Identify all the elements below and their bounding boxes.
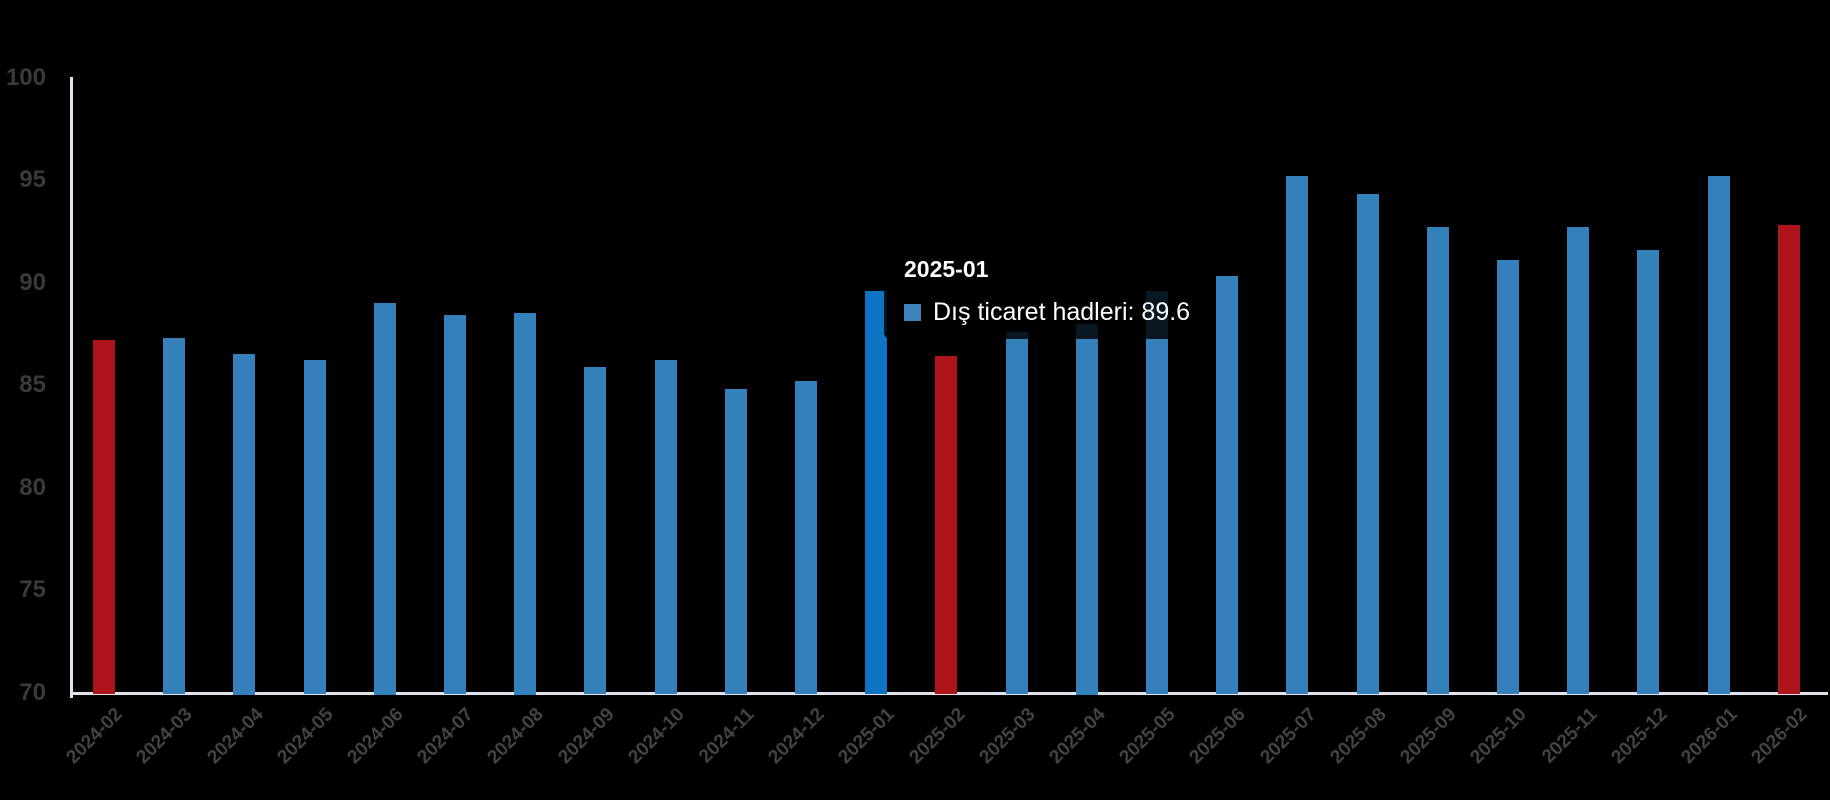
x-tick-label-2025-06: 2025-06 (1185, 704, 1251, 769)
tooltip-value-text: Dış ticaret hadleri: 89.6 (933, 298, 1191, 326)
x-tick-label-2025-05: 2025-05 (1115, 704, 1180, 769)
bar-2025-03[interactable] (1005, 331, 1028, 695)
x-tick-label-2025-08: 2025-08 (1326, 704, 1391, 769)
bar-2025-11[interactable] (1567, 227, 1590, 695)
x-tick-label-2024-04: 2024-04 (203, 704, 268, 769)
x-tick-label-2025-07: 2025-07 (1256, 704, 1321, 769)
x-tick-label-2024-11: 2024-11 (695, 704, 759, 768)
x-tick-label-2026-01: 2026-01 (1677, 704, 1742, 769)
bar-2025-12[interactable] (1637, 249, 1660, 695)
bar-2024-06[interactable] (373, 303, 396, 695)
x-tick-label-2025-02: 2025-02 (905, 704, 970, 769)
x-tick-label-2025-03: 2025-03 (975, 704, 1040, 769)
bar-2024-07[interactable] (444, 315, 466, 695)
bar-2024-02[interactable] (93, 339, 115, 695)
bar-2024-12[interactable] (795, 380, 817, 695)
tooltip-row: Dış ticaret hadleri: 89.6 (904, 299, 1190, 326)
bar-2026-02[interactable] (1777, 225, 1800, 695)
x-tick-label-2024-10: 2024-10 (624, 704, 689, 769)
x-tick-label-2024-06: 2024-06 (343, 704, 408, 769)
y-tick-label-95: 95 (19, 166, 46, 193)
x-tick-label-2024-07: 2024-07 (413, 704, 478, 769)
x-tick-label-2024-12: 2024-12 (764, 704, 829, 769)
tooltip: 2025-01 Dış ticaret hadleri: 89.6 (884, 246, 1200, 339)
x-tick-label-2025-09: 2025-09 (1396, 704, 1461, 769)
bar-2026-01[interactable] (1707, 175, 1730, 695)
x-tick-label-2024-09: 2024-09 (554, 704, 619, 769)
tooltip-title: 2025-01 (904, 256, 989, 282)
y-tick-label-75: 75 (19, 576, 46, 603)
bar-2025-04[interactable] (1075, 323, 1098, 695)
bar-2025-07[interactable] (1286, 175, 1309, 695)
x-tick-label-2025-11: 2025-11 (1537, 704, 1602, 768)
x-tick-label-2024-08: 2024-08 (483, 704, 549, 769)
y-tick-label-70: 70 (19, 678, 46, 706)
bar-2025-08[interactable] (1356, 194, 1379, 695)
bar-2024-05[interactable] (303, 360, 326, 695)
y-axis-line (70, 77, 73, 698)
bar-2025-09[interactable] (1426, 227, 1449, 695)
bar-2025-10[interactable] (1497, 259, 1519, 695)
x-tick-label-2025-04: 2025-04 (1045, 704, 1110, 769)
x-tick-label-2026-02: 2026-02 (1747, 704, 1812, 769)
bar-2024-11[interactable] (724, 389, 747, 695)
bar-2025-01[interactable] (865, 290, 888, 695)
bar-2024-09[interactable] (584, 366, 607, 695)
x-tick-label-2024-02: 2024-02 (62, 704, 127, 769)
x-tick-label-2024-05: 2024-05 (273, 704, 338, 769)
bar-2024-04[interactable] (233, 354, 256, 695)
bar-2024-03[interactable] (163, 337, 186, 695)
x-tick-label-2025-10: 2025-10 (1466, 704, 1531, 769)
y-tick-label-80: 80 (19, 473, 46, 501)
y-tick-label-90: 90 (19, 268, 46, 296)
bar-2025-05[interactable] (1146, 290, 1168, 695)
bar-2025-06[interactable] (1216, 276, 1239, 695)
bar-2024-08[interactable] (514, 313, 537, 695)
y-tick-label-100: 100 (5, 63, 46, 91)
x-tick-label-2025-01: 2025-01 (834, 704, 900, 769)
bar-2025-02[interactable] (935, 356, 958, 695)
y-tick-label-85: 85 (19, 371, 46, 398)
x-tick-label-2024-03: 2024-03 (132, 704, 198, 769)
bar-2024-10[interactable] (654, 360, 677, 695)
series-marker-icon (904, 304, 921, 321)
x-tick-label-2025-12: 2025-12 (1607, 704, 1672, 769)
